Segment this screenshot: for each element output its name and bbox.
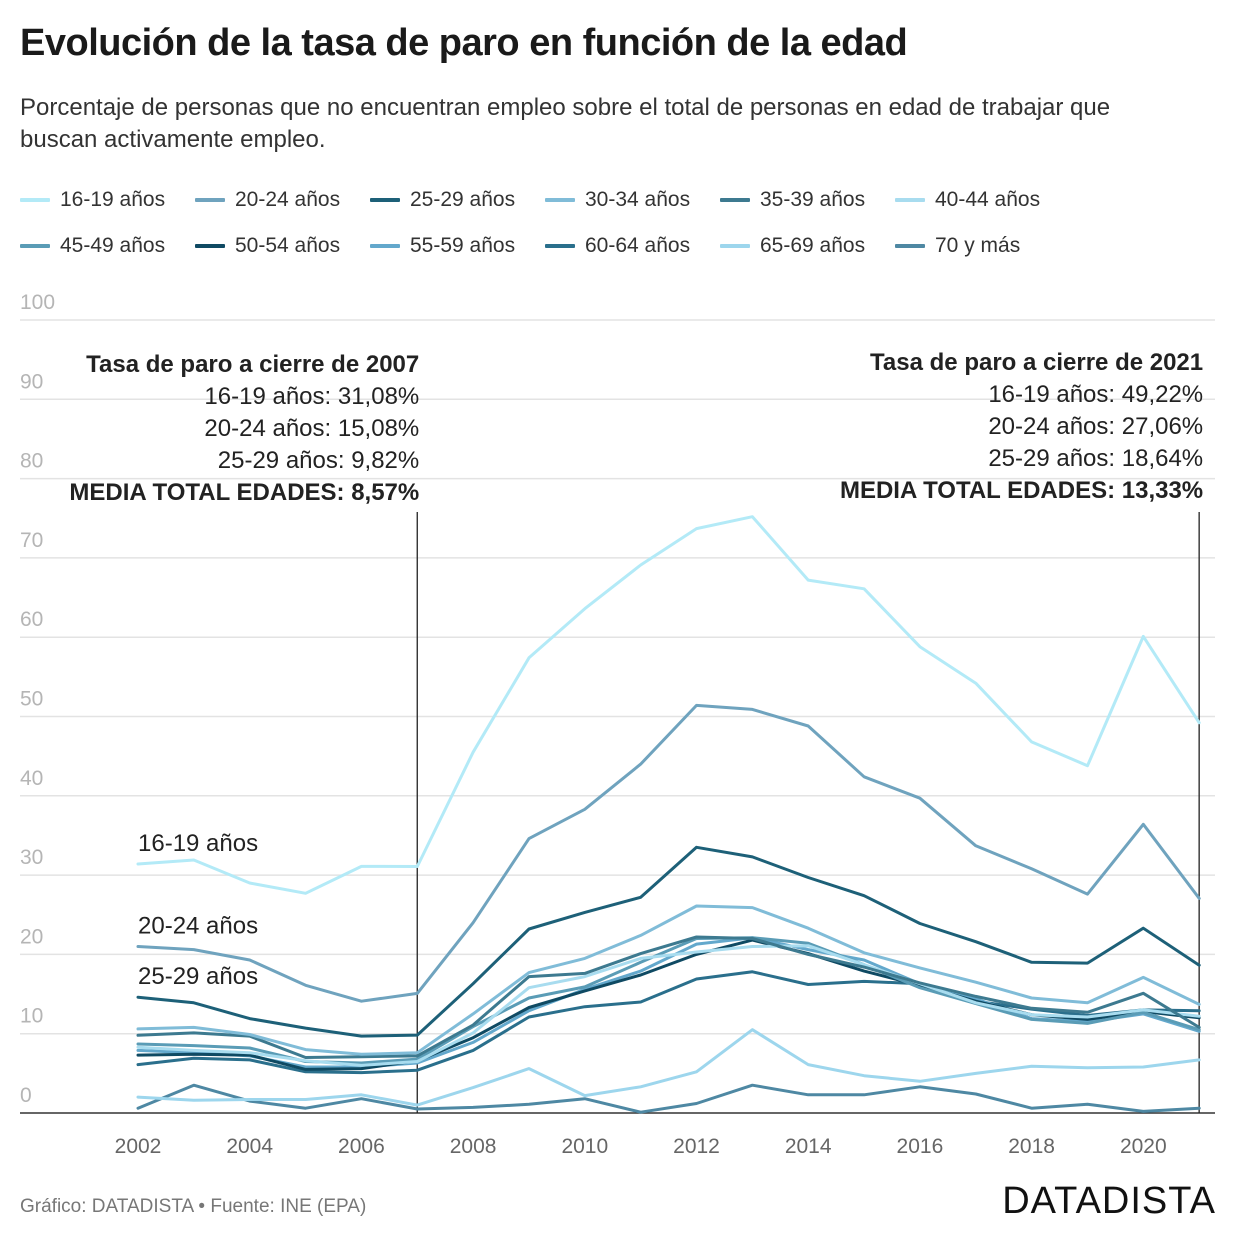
annotation-line-text: 16-19 años: 31,08% — [204, 383, 419, 410]
legend-swatch — [195, 198, 225, 202]
legend-swatch — [370, 244, 400, 248]
chart-title: Evolución de la tasa de paro en función … — [20, 22, 908, 64]
annotation-total: MEDIA TOTAL EDADES: 13,33% — [840, 477, 1203, 504]
x-tick-label: 2006 — [338, 1135, 385, 1158]
legend-label: 16-19 años — [60, 188, 166, 211]
series-label: 16-19 años — [138, 830, 258, 857]
line-chart: 0 10 20 30 40 50 60 70 80 90 100 2002 2004 2006 2008 20… — [20, 291, 1215, 1158]
legend-swatch — [545, 244, 575, 248]
legend-item: 65-69 años — [720, 234, 895, 258]
series-line — [136, 845, 1201, 1038]
y-tick-label: 50 — [20, 688, 43, 711]
y-tick-label: 90 — [20, 370, 43, 393]
x-tick-label: 2016 — [897, 1135, 944, 1158]
y-tick-label: 10 — [20, 1005, 43, 1028]
y-tick-label: 80 — [20, 450, 43, 473]
x-tick-label: 2008 — [450, 1135, 497, 1158]
y-tick-label: 20 — [20, 925, 43, 948]
source-credit: Gráfico: DATADISTA • Fuente: INE (EPA) — [20, 1196, 367, 1217]
legend-label: 50-54 años — [235, 234, 341, 257]
series-line — [136, 515, 1201, 895]
x-tick-label: 2010 — [561, 1135, 608, 1158]
x-tick-label: 2020 — [1120, 1135, 1167, 1158]
series-line — [136, 935, 1201, 1059]
legend-label: 20-24 años — [235, 188, 341, 211]
legend-label: 40-44 años — [935, 188, 1041, 211]
legend-swatch — [895, 244, 925, 248]
series-line — [136, 970, 1201, 1075]
x-tick-label: 2018 — [1008, 1135, 1055, 1158]
legend-swatch — [20, 244, 50, 248]
series-line — [136, 1083, 1201, 1114]
series-line — [136, 703, 1201, 1003]
legend-item: 55-59 años — [370, 234, 545, 258]
legend-item: 20-24 años — [195, 188, 370, 212]
y-tick-label: 60 — [20, 608, 43, 631]
annotation-line-text: 25-29 años: 18,64% — [988, 445, 1203, 472]
legend-swatch — [895, 198, 925, 202]
legend-label: 35-39 años — [760, 188, 866, 211]
annotation-title: Tasa de paro a cierre de 2021 — [870, 349, 1203, 376]
legend-label: 60-64 años — [585, 234, 691, 257]
x-tick-label: 2014 — [785, 1135, 832, 1158]
legend-swatch — [720, 244, 750, 248]
brand-logo: DATADISTA — [1002, 1180, 1216, 1222]
annotation-line-text: 20-24 años: 27,06% — [988, 413, 1203, 440]
series-label: 25-29 años — [138, 963, 258, 990]
legend-swatch — [720, 198, 750, 202]
legend: 16-19 años 20-24 años 25-29 años 30-34 años… — [20, 184, 1220, 276]
annotation-line-text: 25-29 años: 9,82% — [218, 447, 419, 474]
legend-item: 45-49 años — [20, 234, 195, 258]
annotation-line-text: 16-19 años: 49,22% — [988, 381, 1203, 408]
legend-label: 25-29 años — [410, 188, 516, 211]
legend-swatch — [20, 198, 50, 202]
legend-item: 70 y más — [895, 234, 1070, 258]
y-tick-label: 100 — [20, 291, 55, 314]
legend-row: 16-19 años 20-24 años 25-29 años 30-34 años… — [20, 184, 1220, 216]
x-tick-label: 2002 — [115, 1135, 162, 1158]
legend-item: 16-19 años — [20, 188, 195, 212]
y-tick-label: 40 — [20, 767, 43, 790]
legend-row: 45-49 años 50-54 años 55-59 años 60-64 años… — [20, 230, 1220, 262]
legend-item: 25-29 años — [370, 188, 545, 212]
legend-item: 60-64 años — [545, 234, 720, 258]
legend-swatch — [195, 244, 225, 248]
legend-item: 50-54 años — [195, 234, 370, 258]
chart-subtitle: Porcentaje de personas que no encuentran… — [20, 94, 1111, 153]
legend-label: 65-69 años — [760, 234, 866, 257]
series-line — [136, 1028, 1201, 1107]
legend-item: 40-44 años — [895, 188, 1070, 212]
series-line — [136, 938, 1201, 1071]
annotation-title: Tasa de paro a cierre de 2007 — [86, 351, 419, 378]
legend-item: 30-34 años — [545, 188, 720, 212]
legend-label: 30-34 años — [585, 188, 691, 211]
annotation-line-text: 20-24 años: 15,08% — [204, 415, 419, 442]
series-label: 20-24 años — [138, 912, 258, 939]
legend-swatch — [545, 198, 575, 202]
legend-label: 55-59 años — [410, 234, 516, 257]
series-line — [136, 904, 1201, 1056]
legend-label: 45-49 años — [60, 234, 166, 257]
y-tick-label: 0 — [20, 1084, 32, 1107]
legend-item: 35-39 años — [720, 188, 895, 212]
annotation-total: MEDIA TOTAL EDADES: 8,57% — [69, 479, 419, 506]
y-tick-label: 70 — [20, 529, 43, 552]
legend-label: 70 y más — [935, 234, 1021, 257]
x-tick-label: 2012 — [673, 1135, 720, 1158]
x-tick-label: 2004 — [226, 1135, 273, 1158]
series-line — [136, 944, 1201, 1067]
y-tick-label: 30 — [20, 846, 43, 869]
legend-swatch — [370, 198, 400, 202]
